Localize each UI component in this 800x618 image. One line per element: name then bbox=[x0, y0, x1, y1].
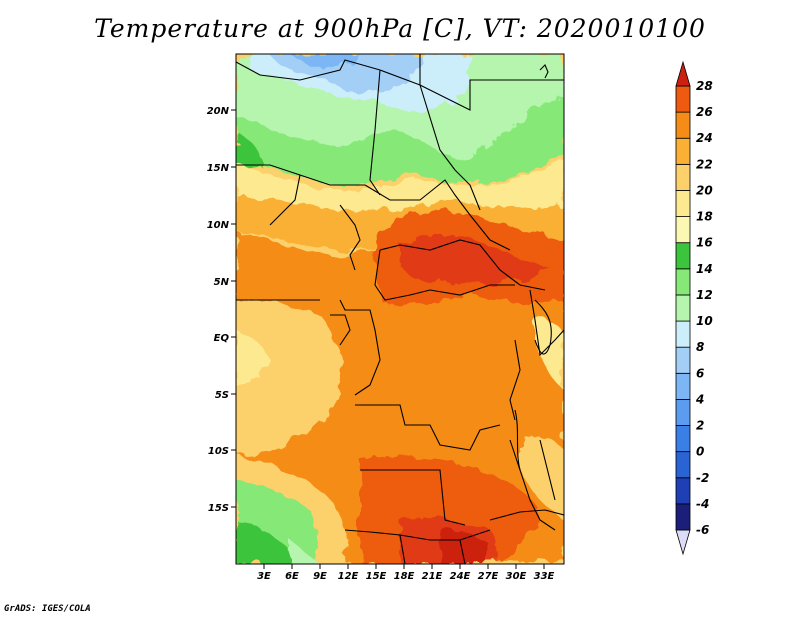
lat-label: 10S bbox=[208, 446, 229, 457]
colorbar-label: 2 bbox=[696, 419, 704, 433]
colorbar-label: 14 bbox=[696, 262, 713, 276]
colorbar-label: 22 bbox=[696, 157, 713, 171]
colorbar-label: 6 bbox=[696, 366, 704, 380]
colorbar-label: 16 bbox=[696, 236, 713, 250]
colorbar-box bbox=[675, 425, 691, 453]
colorbar-max-arrow bbox=[675, 60, 691, 87]
lat-label: 20N bbox=[207, 106, 230, 117]
longitude-labels: 3E 6E 9E 12E 15E 18E 21E 24E 27E 30E 33E bbox=[257, 571, 554, 582]
colorbar-box bbox=[675, 346, 691, 374]
colorbar-box bbox=[675, 477, 691, 505]
colorbar-label: 26 bbox=[696, 105, 713, 119]
lat-label: EQ bbox=[214, 333, 230, 344]
colorbar-label: 24 bbox=[696, 131, 713, 145]
colorbar-label: 18 bbox=[696, 210, 713, 224]
colorbar-box bbox=[675, 268, 691, 296]
lat-label: 5N bbox=[214, 277, 230, 288]
colorbar-label: 20 bbox=[696, 183, 713, 197]
colorbar-box bbox=[675, 399, 691, 426]
colorbar-box bbox=[675, 111, 691, 139]
colorbar-box bbox=[675, 294, 691, 322]
lat-label: 15N bbox=[207, 163, 230, 174]
country-borders bbox=[236, 54, 564, 564]
colorbar-label: 0 bbox=[696, 445, 704, 459]
lon-label: 18E bbox=[394, 571, 415, 582]
lat-label: 10N bbox=[207, 220, 230, 231]
lon-label: 30E bbox=[506, 571, 527, 582]
colorbar-box bbox=[675, 320, 691, 348]
lon-label: 3E bbox=[257, 571, 271, 582]
lon-label: 33E bbox=[534, 571, 555, 582]
colorbar-label: 8 bbox=[696, 340, 704, 354]
colorbar-label: -6 bbox=[696, 523, 709, 537]
colorbar-box bbox=[675, 85, 691, 113]
colorbar-box bbox=[675, 372, 691, 400]
colorbar-box bbox=[675, 216, 691, 244]
colorbar-label: 4 bbox=[695, 392, 704, 406]
latitude-labels: 20N 15N 10N 5N EQ 5S 10S 15S bbox=[207, 106, 230, 514]
lon-label: 12E bbox=[338, 571, 359, 582]
colorbar-box bbox=[675, 163, 691, 191]
colorbar-label: -4 bbox=[696, 497, 709, 511]
lon-label: 27E bbox=[478, 571, 499, 582]
colorbar-label: 28 bbox=[696, 79, 713, 93]
colorbar-box bbox=[675, 242, 691, 270]
colorbar-box bbox=[675, 137, 691, 165]
map-frame bbox=[235, 53, 565, 565]
colorbar-label: 10 bbox=[696, 314, 713, 328]
map-title: Temperature at 900hPa [C], VT: 202001010… bbox=[94, 14, 706, 43]
colorbar-label: 12 bbox=[696, 288, 713, 302]
lon-label: 9E bbox=[313, 571, 327, 582]
lon-label: 21E bbox=[422, 571, 443, 582]
colorbar-label: -2 bbox=[696, 471, 709, 485]
lat-label: 5S bbox=[215, 390, 229, 401]
axis-ticks bbox=[231, 109, 545, 569]
lon-label: 6E bbox=[285, 571, 299, 582]
colorbar-box bbox=[675, 190, 691, 217]
lon-label: 15E bbox=[366, 571, 387, 582]
lon-label: 24E bbox=[450, 571, 471, 582]
grads-credit: GrADS: IGES/COLA bbox=[4, 604, 91, 614]
colorbar-min-arrow bbox=[675, 529, 691, 556]
temperature-field bbox=[236, 54, 564, 564]
lat-label: 15S bbox=[208, 503, 229, 514]
colorbar-box bbox=[675, 451, 691, 479]
colorbar-box bbox=[675, 503, 691, 531]
